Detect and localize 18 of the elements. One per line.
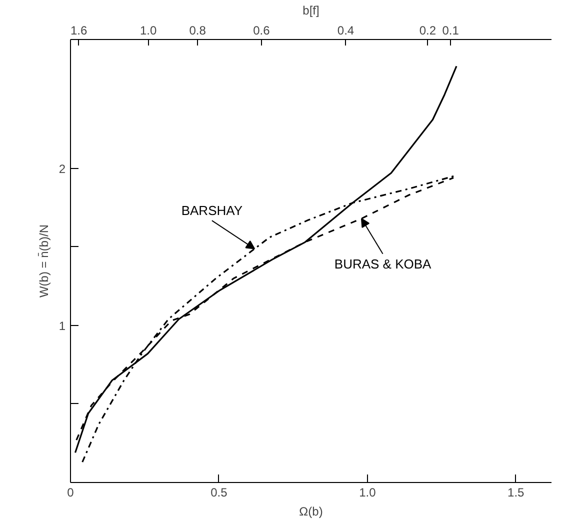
x-axis-title: Ω(b) <box>299 504 323 518</box>
series-label: BURAS & KOBA <box>334 256 432 272</box>
text: 1.6 <box>70 24 88 38</box>
text: 0.1 <box>442 24 460 38</box>
text: 0.6 <box>253 24 270 38</box>
x-tick-label: 1.0 <box>359 486 376 500</box>
text: 0.4 <box>337 24 354 38</box>
y-axis-title: W(b) = n̄(b)/N <box>36 224 51 298</box>
x-tick-label: 0 <box>67 486 74 500</box>
text: 0.2 <box>419 24 436 38</box>
x-tick-label: 1.5 <box>508 486 525 500</box>
y-tick-label: 2 <box>58 162 66 176</box>
x2-axis-title: b[f] <box>302 4 320 18</box>
y-tick-label: 1 <box>58 318 66 333</box>
text: BARSHAY <box>181 203 243 218</box>
text: 0.8 <box>189 24 206 38</box>
text: 1.0 <box>140 24 157 38</box>
x-tick-label: 0.5 <box>210 486 228 500</box>
